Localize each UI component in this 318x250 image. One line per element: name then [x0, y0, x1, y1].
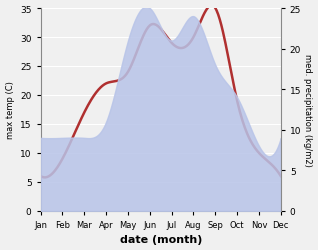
Y-axis label: max temp (C): max temp (C) — [5, 81, 15, 139]
X-axis label: date (month): date (month) — [120, 234, 202, 244]
Y-axis label: med. precipitation (kg/m2): med. precipitation (kg/m2) — [303, 54, 313, 166]
